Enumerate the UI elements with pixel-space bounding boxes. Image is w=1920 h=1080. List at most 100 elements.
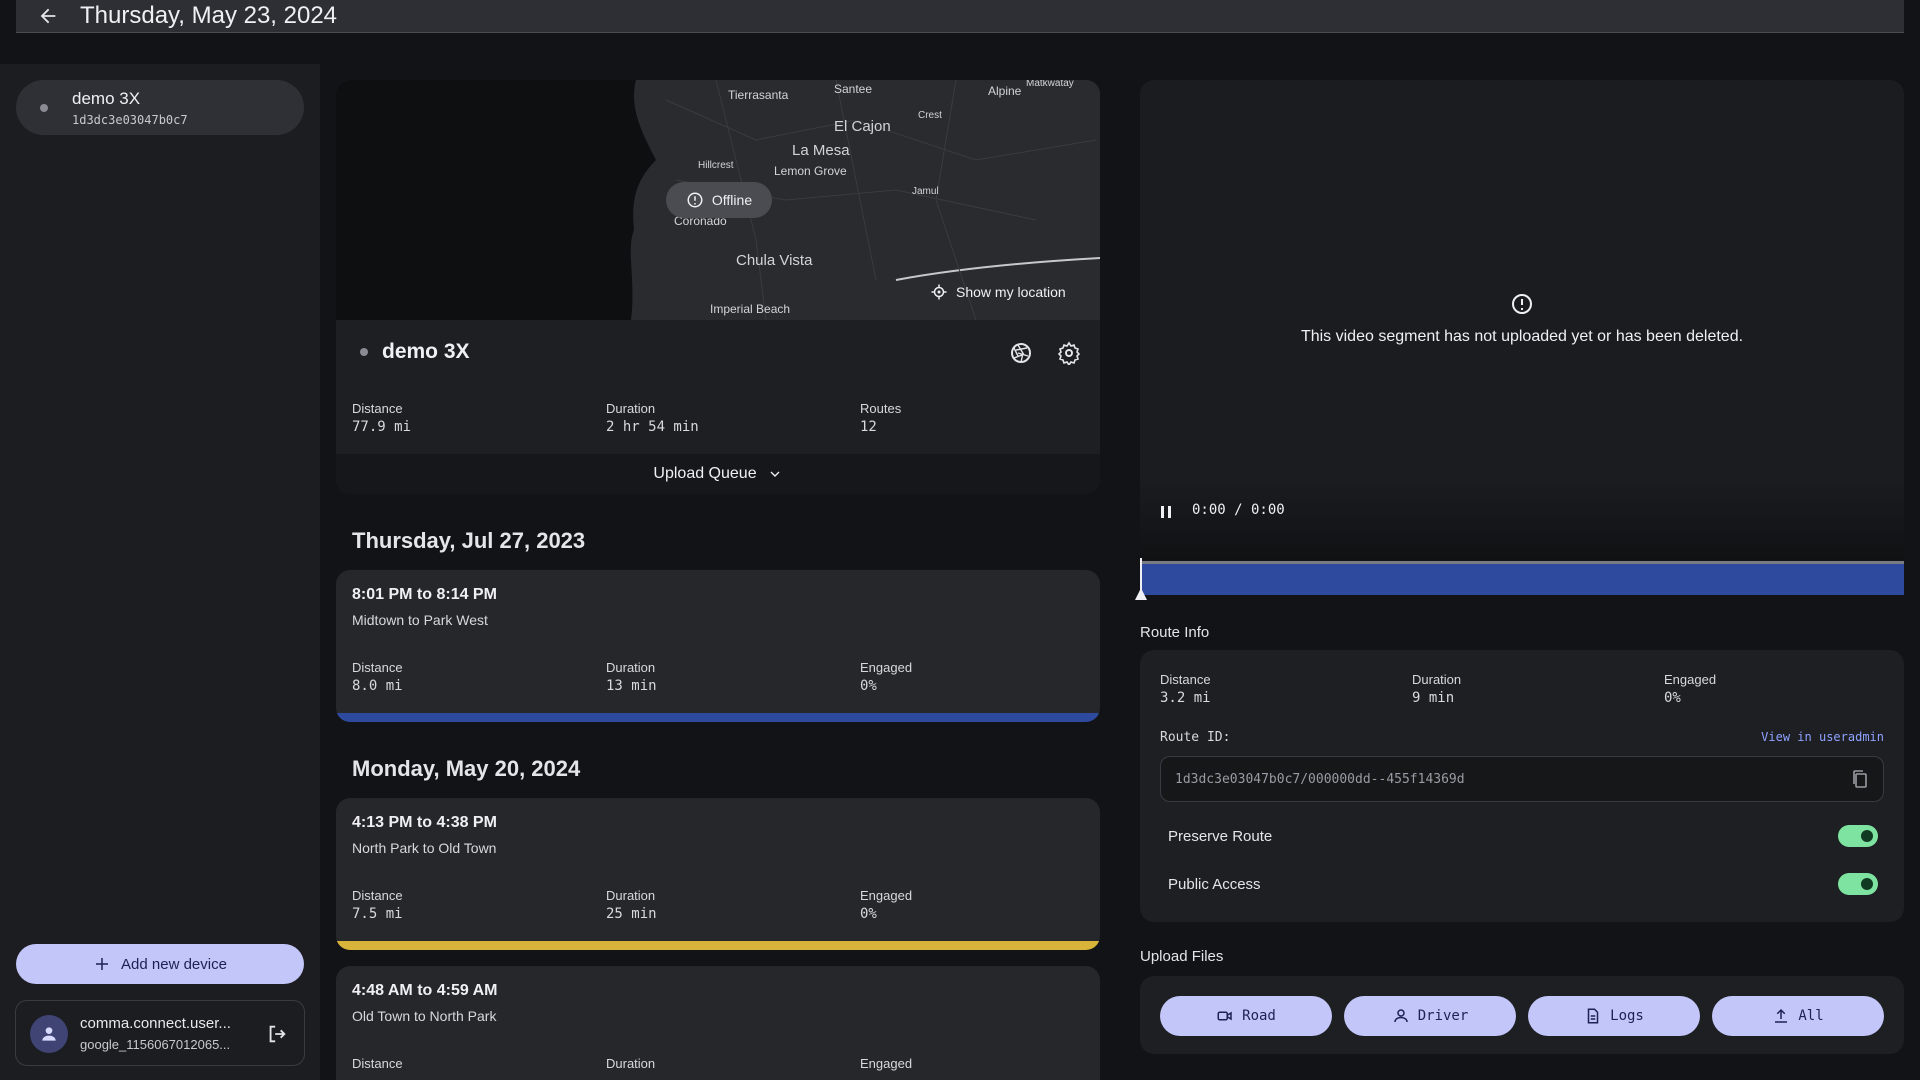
copy-icon [1853, 770, 1867, 788]
preserve-route-label: Preserve Route [1168, 828, 1273, 845]
stat-label: Engaged [860, 660, 913, 675]
stat-value: 0% [860, 678, 877, 694]
device-id: 1d3dc3e03047b0c7 [72, 113, 188, 127]
stat-label: Engaged [860, 888, 913, 903]
route-stat-distance: Distance [352, 1056, 403, 1071]
person-icon [1393, 1009, 1408, 1023]
upload-queue-button[interactable]: Upload Queue [336, 454, 1100, 494]
stat-label: Duration [606, 888, 656, 903]
map-label: Imperial Beach [710, 302, 791, 316]
stat-value: 7.5 mi [352, 906, 403, 922]
upload-road-label: Road [1242, 1008, 1276, 1024]
add-device-button[interactable]: Add new device [16, 944, 304, 984]
stat-value: 9 min [1412, 690, 1455, 706]
stat-value: 25 min [606, 906, 657, 922]
offline-badge: Offline [666, 182, 772, 218]
upload-road-button[interactable]: Road [1160, 996, 1332, 1036]
upload-files-panel: Road Driver Logs All [1140, 976, 1904, 1054]
public-access-row: Public Access [1168, 870, 1878, 900]
stat-label: Routes [860, 401, 902, 416]
crosshair-icon [931, 284, 947, 300]
device-name: demo 3X [72, 89, 141, 108]
arrow-left-icon [40, 8, 56, 24]
add-device-label: Add new device [121, 955, 227, 973]
route-path: Old Town to North Park [352, 1008, 497, 1024]
stat-label: Distance [1160, 672, 1211, 687]
preserve-route-toggle[interactable] [1838, 825, 1878, 847]
person-icon [42, 1027, 56, 1041]
stat-label: Duration [606, 401, 656, 416]
map-label: Hillcrest [698, 160, 734, 171]
map[interactable]: Tierrasanta Santee Alpine Matkwatay Cres… [336, 80, 1100, 320]
route-time: 4:48 AM to 4:59 AM [352, 982, 498, 999]
alert-circle-icon [1512, 294, 1532, 314]
map-label: Tierrasanta [728, 88, 789, 102]
logout-button[interactable] [266, 1023, 288, 1050]
route-id-label: Route ID: [1160, 730, 1231, 745]
video-player[interactable]: This video segment has not uploaded yet … [1140, 80, 1904, 560]
camera-button[interactable] [1006, 338, 1036, 368]
route-stat-engaged: Engaged [860, 1056, 912, 1071]
settings-button[interactable] [1054, 338, 1084, 368]
route-stat-distance: Distance 8.0 mi [352, 660, 403, 694]
view-in-useradmin-link[interactable]: View in useradmin [1761, 730, 1884, 744]
stat-value: 0% [860, 906, 877, 922]
video-message: This video segment has not uploaded yet … [1300, 328, 1744, 345]
camera-shutter-icon [1011, 343, 1031, 363]
video-time: 0:00 / 0:00 [1192, 502, 1285, 518]
stat-label: Duration [606, 660, 656, 675]
copy-button[interactable] [1851, 769, 1869, 794]
back-button[interactable] [16, 0, 80, 33]
show-location-label: Show my location [956, 284, 1066, 300]
public-access-toggle[interactable] [1838, 873, 1878, 895]
account-id: google_1156067012065... [80, 1037, 231, 1052]
plus-icon [96, 958, 109, 970]
video-timeline[interactable] [1140, 561, 1904, 595]
stat-value: 3.2 mi [1160, 690, 1211, 706]
avatar [30, 1015, 68, 1053]
video-camera-icon [1217, 1011, 1232, 1021]
map-background [336, 80, 1100, 320]
page-title: Thursday, May 23, 2024 [80, 2, 338, 29]
video-controls: 0:00 / 0:00 [1140, 480, 1904, 560]
public-access-label: Public Access [1168, 876, 1261, 893]
status-dot-icon [360, 348, 368, 356]
route-path: Midtown to Park West [352, 612, 488, 628]
route-card[interactable]: 8:01 PM to 8:14 PM Midtown to Park West … [336, 570, 1100, 722]
stat-label: Duration [606, 1056, 656, 1071]
device-header: demo 3X [360, 340, 470, 364]
stat-value: 2 hr 54 min [606, 419, 699, 435]
stat-label: Distance [352, 1056, 403, 1071]
warning-icon-wrap [1140, 292, 1904, 321]
map-label: La Mesa [792, 142, 850, 159]
info-stat-engaged: Engaged 0% [1664, 672, 1716, 706]
upload-driver-label: Driver [1417, 1008, 1469, 1024]
toggle-knob [1861, 830, 1873, 842]
route-stat-duration: Duration 25 min [606, 888, 657, 922]
info-stat-distance: Distance 3.2 mi [1160, 672, 1211, 706]
device-stat-routes: Routes 12 [860, 401, 901, 435]
day-heading: Thursday, Jul 27, 2023 [352, 528, 586, 553]
route-info-panel: Distance 3.2 mi Duration 9 min Engaged 0… [1140, 650, 1904, 922]
info-stat-duration: Duration 9 min [1412, 672, 1461, 706]
upload-all-button[interactable]: All [1712, 996, 1884, 1036]
sidebar-device-item[interactable]: demo 3X 1d3dc3e03047b0c7 [16, 80, 304, 135]
pause-button[interactable] [1158, 504, 1174, 525]
route-stat-duration: Duration 13 min [606, 660, 657, 694]
show-location-button[interactable]: Show my location [916, 274, 1080, 310]
timeline-cursor-handle[interactable] [1135, 588, 1147, 600]
day-heading: Monday, May 20, 2024 [352, 756, 581, 781]
upload-driver-button[interactable]: Driver [1344, 996, 1516, 1036]
route-id-field[interactable]: 1d3dc3e03047b0c7/000000dd--455f14369d [1160, 756, 1884, 802]
stat-label: Duration [1412, 672, 1462, 687]
upload-logs-button[interactable]: Logs [1528, 996, 1700, 1036]
stat-label: Distance [352, 888, 403, 903]
route-card[interactable]: 4:13 PM to 4:38 PM North Park to Old Tow… [336, 798, 1100, 950]
preserve-route-row: Preserve Route [1168, 822, 1878, 852]
upload-files-title: Upload Files [1140, 948, 1224, 965]
route-card[interactable]: 4:48 AM to 4:59 AM Old Town to North Par… [336, 966, 1100, 1080]
route-stat-distance: Distance 7.5 mi [352, 888, 403, 922]
route-stat-engaged: Engaged 0% [860, 660, 912, 694]
sidebar: demo 3X 1d3dc3e03047b0c7 Add new device … [0, 64, 320, 1080]
stat-value: 12 [860, 419, 877, 435]
